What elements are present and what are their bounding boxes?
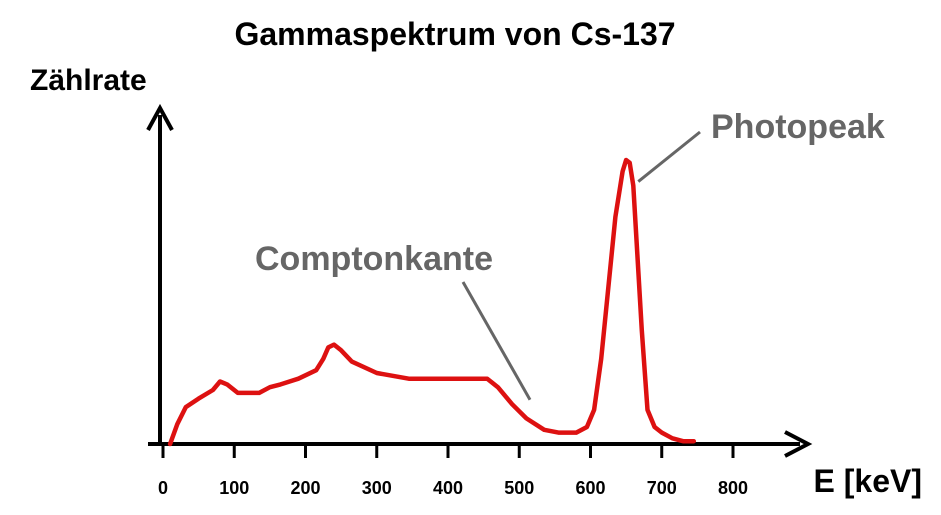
y-axis (146, 103, 174, 444)
annotation-label: Comptonkante (255, 240, 493, 278)
series-group (167, 157, 697, 447)
spectrum-line (167, 157, 697, 447)
annotations: Comptonkante Photopeak (255, 108, 885, 401)
x-axis-label: E [keV] (814, 463, 922, 499)
x-axis (148, 430, 813, 458)
y-axis-label: Zählrate (30, 64, 147, 97)
x-ticks: 0 100 200 300 400 500 600 700 800 (158, 444, 748, 498)
x-tick-label: 200 (290, 478, 320, 498)
annotation-leader-line (637, 130, 701, 183)
x-tick-label: 500 (504, 478, 534, 498)
x-tick-label: 600 (575, 478, 605, 498)
x-tick-label: 700 (647, 478, 677, 498)
x-tick-label: 400 (433, 478, 463, 498)
annotation-label: Photopeak (711, 108, 885, 146)
x-tick-label: 0 (158, 478, 168, 498)
chart-title: Gammaspektrum von Cs-137 (234, 16, 675, 52)
x-tick-label: 800 (718, 478, 748, 498)
x-tick-label: 300 (362, 478, 392, 498)
x-tick-label: 100 (219, 478, 249, 498)
annotation-leader-line (461, 281, 532, 401)
